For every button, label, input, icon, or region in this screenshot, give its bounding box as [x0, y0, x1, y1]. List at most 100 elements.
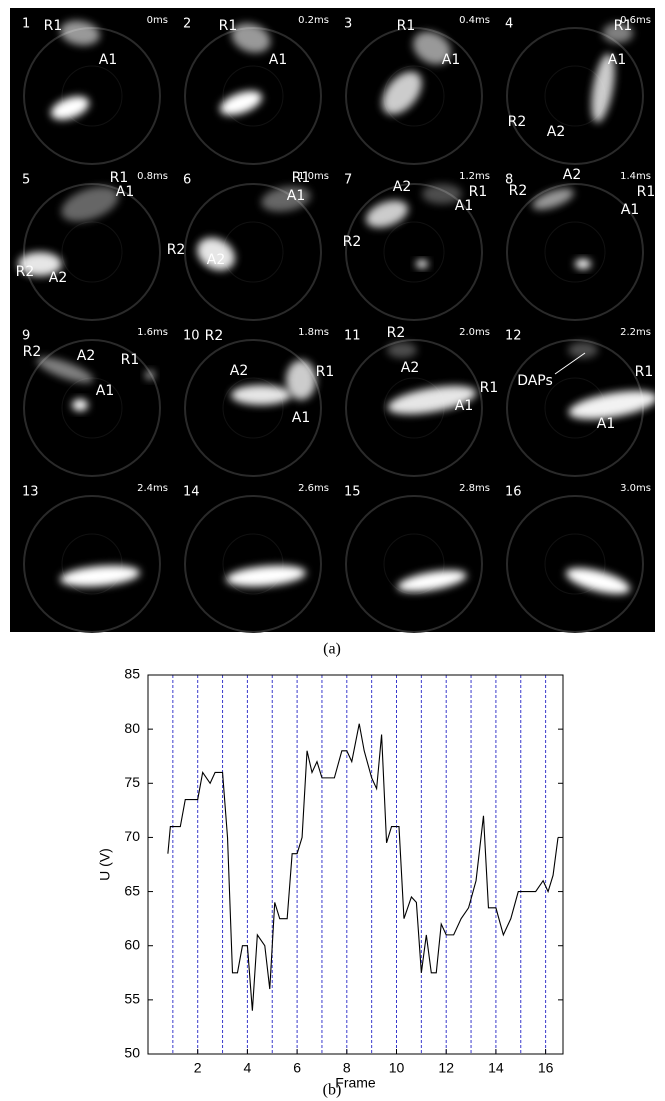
frame-time: 3.0ms	[620, 483, 651, 494]
region-label: R1	[219, 18, 238, 34]
chamber-ring	[345, 495, 483, 633]
y-tick-label: 85	[124, 666, 140, 682]
chamber-core	[222, 533, 284, 595]
frame-number: 14	[183, 485, 200, 500]
region-label: A1	[608, 52, 626, 68]
region-label: R1	[110, 170, 129, 186]
y-tick-label: 80	[124, 720, 140, 736]
frame: 3 0.4ms R1 A1	[344, 15, 490, 165]
region-label: A1	[269, 52, 287, 68]
chamber-core	[544, 533, 606, 595]
frame-number: 4	[505, 17, 513, 32]
y-tick-label: 65	[124, 882, 140, 898]
region-label: A1	[455, 198, 473, 214]
region-label: R1	[121, 352, 140, 368]
arc-glow	[286, 360, 316, 400]
arc-glow	[568, 342, 598, 358]
x-tick-label: 2	[194, 1060, 202, 1076]
frame: 12 2.2ms DAPs R1 A1	[505, 327, 658, 477]
arc-glow	[220, 90, 262, 116]
region-label: A1	[621, 202, 639, 218]
arc-glow	[226, 565, 306, 587]
arc-glow	[566, 568, 630, 594]
x-tick-label: 12	[438, 1060, 454, 1076]
arc-glow	[231, 385, 291, 405]
arc-glow	[387, 385, 477, 415]
region-label: A1	[292, 410, 310, 426]
frame: 15 2.8ms	[344, 483, 490, 633]
frame: 1 0ms R1 A1	[22, 15, 168, 165]
chamber-ring	[345, 27, 483, 165]
y-tick-label: 50	[124, 1045, 140, 1061]
arc-glow	[50, 96, 90, 120]
frame: 14 2.6ms	[183, 483, 329, 633]
chamber-ring	[506, 27, 644, 165]
arc-glow	[72, 399, 88, 411]
region-label: A1	[96, 383, 114, 399]
frame-time: 0.4ms	[459, 15, 490, 26]
region-label: R1	[637, 184, 656, 200]
frame-number: 11	[344, 329, 361, 344]
plot-frame	[147, 674, 564, 1055]
region-label: R1	[469, 184, 488, 200]
x-tick-label: 6	[293, 1060, 301, 1076]
chamber-core	[222, 65, 284, 127]
arc-glow	[145, 370, 155, 380]
y-tick-label: 70	[124, 828, 140, 844]
region-label: R1	[480, 380, 499, 396]
frame-number: 13	[22, 485, 39, 500]
arc-glow	[413, 31, 451, 65]
x-tick-label: 16	[538, 1060, 554, 1076]
frame-time: 1.6ms	[137, 327, 168, 338]
caption: (a)	[323, 641, 341, 658]
x-tick-label: 10	[389, 1060, 405, 1076]
arc-glow	[365, 200, 409, 228]
frame-number: 8	[505, 173, 513, 188]
frame: 13 2.4ms	[22, 483, 168, 633]
chamber-ring	[184, 183, 322, 321]
y-axis-label: U (V)	[97, 848, 113, 881]
frame-time: 1.2ms	[459, 171, 490, 182]
arc-glow	[61, 186, 119, 222]
frame-time: 0.8ms	[137, 171, 168, 182]
frame-time: 2.2ms	[620, 327, 651, 338]
frame-number: 5	[22, 173, 30, 188]
arc-glow	[36, 357, 94, 383]
chamber-core	[61, 221, 123, 283]
arc-glow	[603, 23, 633, 43]
y-tick-label: 55	[124, 991, 140, 1007]
chamber-ring	[506, 495, 644, 633]
frame-time: 1.8ms	[298, 327, 329, 338]
frame-number: 1	[22, 17, 30, 32]
arc-glow	[231, 23, 271, 53]
region-label: A2	[207, 252, 225, 268]
frame-number: 10	[183, 329, 200, 344]
region-label: R2	[167, 242, 186, 258]
frame: 10 1.8ms R2 A2 R1 A1	[183, 327, 334, 477]
caption: (b)	[323, 1082, 342, 1099]
frame-number: 16	[505, 485, 522, 500]
frame-time: 2.6ms	[298, 483, 329, 494]
region-label: R2	[387, 325, 406, 341]
region-label: A2	[230, 363, 248, 379]
voltage-line	[167, 723, 559, 1011]
arc-glow	[422, 184, 462, 204]
chamber-ring	[345, 183, 483, 321]
arc-glow	[532, 188, 574, 210]
frame-number: 12	[505, 329, 522, 344]
frame-number: 3	[344, 17, 352, 32]
frame-time: 2.8ms	[459, 483, 490, 494]
region-label: A2	[547, 124, 565, 140]
frame-time: 1.0ms	[298, 171, 329, 182]
region-label: A1	[116, 184, 134, 200]
region-label: A2	[393, 179, 411, 195]
region-label: A1	[99, 52, 117, 68]
frame: 2 0.2ms R1 A1	[183, 15, 329, 165]
region-label: R2	[16, 264, 35, 280]
region-label: A2	[401, 360, 419, 376]
arc-glow	[568, 390, 658, 420]
chamber-ring	[23, 339, 161, 477]
